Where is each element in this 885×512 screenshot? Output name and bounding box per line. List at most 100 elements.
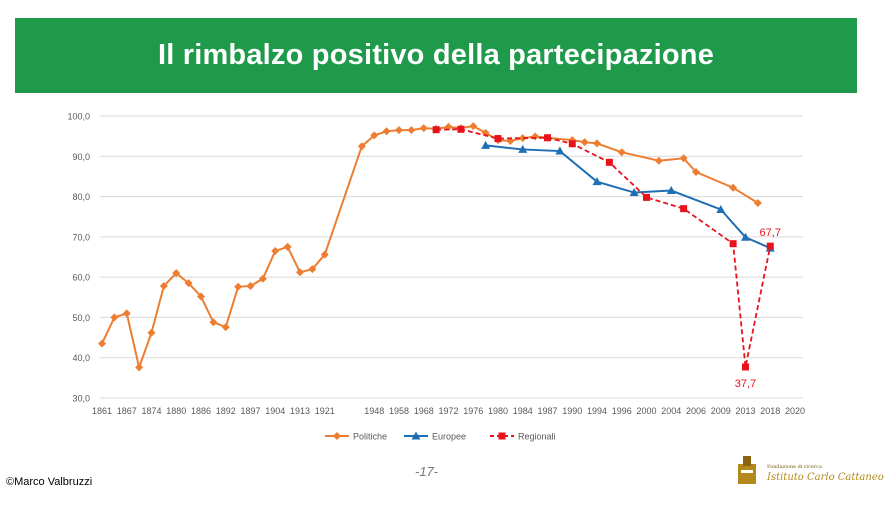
page-title: Il rimbalzo positivo della partecipazion… [157,39,715,71]
data-point [370,131,379,140]
data-point [753,199,762,208]
data-point [419,124,428,133]
x-tick-label: 1886 [191,406,211,416]
y-tick-label: 40,0 [72,353,90,363]
x-tick-label: 1892 [216,406,236,416]
x-tick-label: 1994 [587,406,607,416]
chart-gridlines [100,115,803,399]
x-tick-label: 1958 [389,406,409,416]
chart-legend: Politiche Europee Regionali [325,431,556,442]
x-tick-label: 1990 [562,406,582,416]
x-tick-label: 1987 [537,406,557,416]
logo-emblem-top [743,456,751,466]
data-point [411,431,421,440]
data-point [98,339,106,348]
logo-name: Istituto Carlo Cattaneo [767,472,884,483]
data-point [692,167,700,176]
data-point [605,158,613,166]
data-point [357,142,366,151]
data-point [197,292,205,301]
x-tick-label: 1861 [92,406,112,416]
data-point [518,144,528,153]
data-point [407,126,416,135]
data-point [654,156,663,165]
x-tick-label: 2018 [760,406,780,416]
x-tick-label: 1874 [141,406,161,416]
data-point [555,146,565,155]
data-point [629,188,639,197]
x-tick-label: 2013 [735,406,755,416]
data-point [395,126,403,135]
data-point [531,132,540,141]
data-point [643,193,650,201]
data-point [271,246,280,255]
data-point [680,205,688,213]
data-point [184,279,193,288]
cattaneo-logo [738,456,756,484]
y-tick-label: 80,0 [72,192,90,202]
data-point [568,140,576,148]
data-point [766,242,774,250]
page-number: -17- [415,464,439,479]
y-tick-label: 60,0 [72,273,90,283]
logo-subtitle: Fondazione di ricerca [767,464,822,470]
y-tick-label: 100,0 [67,112,90,122]
data-point [494,135,502,143]
data-point [432,126,440,134]
y-axis-ticks: 30,0 40,0 50,0 60,0 70,0 80,0 90,0 100,0 [67,112,90,404]
data-point [729,183,738,192]
x-tick-label: 1904 [265,406,285,416]
x-tick-label: 2009 [711,406,731,416]
y-tick-label: 50,0 [72,313,90,323]
x-tick-label: 1921 [315,406,335,416]
data-label: 37,7 [735,378,756,390]
x-tick-label: 1972 [438,406,458,416]
data-point [320,250,329,259]
x-tick-label: 1867 [117,406,137,416]
logo-emblem-band [741,470,753,473]
data-point [172,269,181,278]
x-tick-label: 2004 [661,406,681,416]
data-point [147,328,156,337]
data-point [110,313,119,322]
title-banner: Il rimbalzo positivo della partecipazion… [15,18,857,93]
x-tick-label: 1913 [290,406,310,416]
data-point [679,154,688,163]
data-point [135,363,144,372]
chart-annotations: 67,7 37,7 [735,227,781,390]
data-point [481,140,491,149]
data-point [592,177,602,186]
x-tick-label: 2000 [636,406,656,416]
x-tick-label: 1880 [166,406,186,416]
data-point [666,186,676,195]
data-point [729,240,737,248]
legend-label: Regionali [518,432,556,442]
x-tick-label: 1984 [513,406,533,416]
data-point [593,139,601,148]
x-tick-label: 1980 [488,406,508,416]
data-point [716,204,726,213]
data-label: 67,7 [760,227,781,239]
data-point [741,232,750,241]
y-tick-label: 30,0 [72,394,90,404]
data-point [457,125,465,133]
author-credit: ©Marco Valbruzzi [6,476,93,488]
data-point [568,136,577,145]
x-axis-ticks: 1861 1867 1874 1880 1886 1892 1897 1904 1913 1921… [92,406,805,416]
legend-label: Europee [432,432,466,442]
data-point [333,432,341,440]
data-point [518,134,527,143]
x-tick-label: 1948 [364,406,384,416]
data-point [258,274,267,283]
data-point [742,363,749,371]
data-point [544,134,551,142]
data-point [159,282,168,291]
x-tick-label: 1976 [463,406,483,416]
data-point [221,323,230,332]
x-tick-label: 1897 [240,406,260,416]
y-tick-label: 90,0 [72,152,90,162]
data-point [234,282,243,291]
chart-series [98,122,775,372]
data-point [209,318,218,327]
